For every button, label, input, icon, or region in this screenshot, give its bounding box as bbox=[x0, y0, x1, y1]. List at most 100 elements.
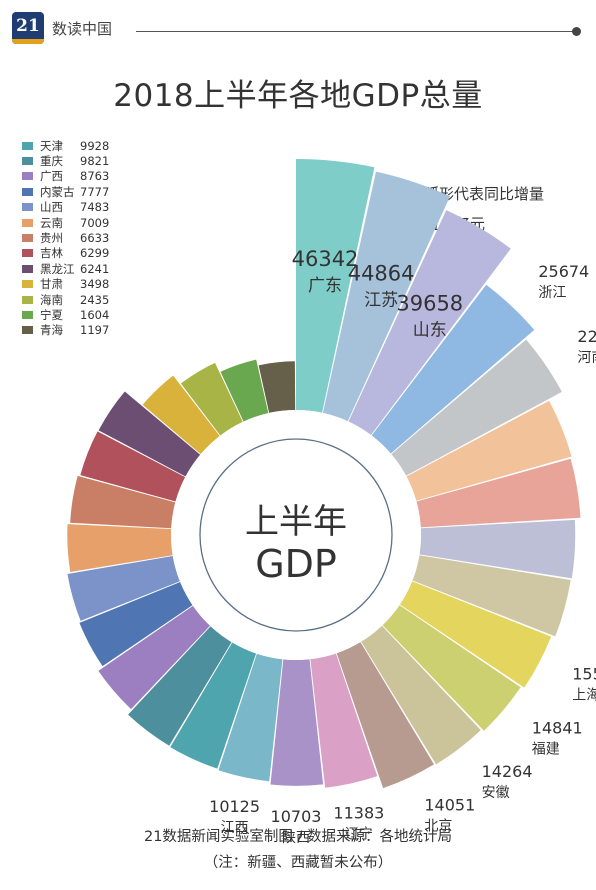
value-label: 14264 bbox=[482, 762, 533, 781]
legend-value: 6241 bbox=[80, 261, 110, 276]
bar-广东 bbox=[296, 159, 375, 413]
bar-云南 bbox=[67, 524, 173, 573]
value-label: 15558 bbox=[572, 664, 596, 683]
province-label: 辽宁 bbox=[345, 826, 373, 843]
bar-四川 bbox=[406, 400, 572, 501]
legend-item: 海南 2435 bbox=[22, 292, 120, 307]
logo: 21 bbox=[12, 12, 44, 44]
bar-青海 bbox=[258, 361, 296, 413]
legend-item: 天津 9928 bbox=[22, 138, 120, 153]
province-label: 广东 bbox=[308, 276, 342, 296]
province-label: 福建 bbox=[532, 741, 560, 757]
province-label: 浙江 bbox=[538, 285, 566, 301]
legend-name: 吉林 bbox=[40, 246, 63, 261]
legend-value: 1604 bbox=[80, 307, 110, 322]
inner-arc-circle bbox=[199, 438, 393, 632]
province-label: 江苏 bbox=[364, 290, 398, 310]
legend-swatch bbox=[22, 326, 33, 335]
legend-swatch bbox=[22, 141, 33, 150]
legend-name: 山西 bbox=[40, 200, 63, 215]
value-label: 22245 bbox=[577, 327, 596, 346]
bar-广西 bbox=[98, 605, 211, 710]
footer-source: 21数据新闻实验室制图 / 数据来源：各地统计局 bbox=[143, 829, 453, 845]
legend-item: 宁夏 1604 bbox=[22, 307, 120, 322]
bar-北京 bbox=[336, 642, 435, 789]
legend-item: 黑龙江 6241 bbox=[22, 261, 120, 276]
legend-swatch bbox=[22, 203, 33, 212]
bar-山东 bbox=[348, 210, 511, 435]
legend-swatch bbox=[22, 264, 33, 273]
legend-name: 天津 bbox=[40, 138, 63, 153]
center-hole bbox=[171, 410, 421, 660]
bar-湖南 bbox=[412, 555, 571, 637]
legend-value: 7483 bbox=[80, 200, 110, 215]
bar-内蒙古 bbox=[79, 582, 193, 667]
legend-value: 7009 bbox=[80, 215, 110, 230]
legend-item: 吉林 6299 bbox=[22, 246, 120, 261]
bar-山西 bbox=[67, 556, 180, 621]
legend-value: 9928 bbox=[80, 138, 110, 153]
legend-item: 广西 8763 bbox=[22, 169, 120, 184]
bar-天津 bbox=[170, 642, 257, 769]
legend-value: 2435 bbox=[80, 292, 110, 307]
bar-贵州 bbox=[70, 475, 176, 529]
legend-item: 贵州 6633 bbox=[22, 230, 120, 245]
bar-陕西 bbox=[270, 659, 324, 786]
province-label: 陕西 bbox=[282, 830, 310, 846]
legend-name: 内蒙古 bbox=[40, 184, 75, 199]
legend-name: 重庆 bbox=[40, 154, 63, 169]
header-rule bbox=[136, 31, 576, 32]
province-label: 山东 bbox=[413, 321, 447, 341]
legend-swatch bbox=[22, 234, 33, 243]
legend-value: 1197 bbox=[80, 323, 110, 338]
province-label: 河南 bbox=[577, 350, 596, 366]
legend-swatch bbox=[22, 249, 33, 258]
legend-swatch bbox=[22, 280, 33, 289]
footer-note: （注：新疆、西藏暂未公布） bbox=[203, 855, 393, 871]
legend-value: 7777 bbox=[80, 184, 110, 199]
legend-value: 6633 bbox=[80, 231, 110, 246]
legend-name: 黑龙江 bbox=[40, 261, 75, 276]
legend-value: 9821 bbox=[80, 154, 110, 169]
bar-江西 bbox=[218, 653, 283, 782]
bar-浙江 bbox=[371, 284, 535, 454]
province-label: 江西 bbox=[221, 820, 249, 836]
center-label: GDP bbox=[255, 542, 337, 586]
bar-河南 bbox=[391, 339, 562, 476]
bar-辽宁 bbox=[310, 653, 378, 788]
legend-value: 8763 bbox=[80, 169, 110, 184]
legend-swatch bbox=[22, 295, 33, 304]
bar-福建 bbox=[382, 605, 521, 731]
legend-name: 宁夏 bbox=[40, 308, 63, 322]
legend-item: 甘肃 3498 bbox=[22, 277, 120, 292]
value-label: 39658 bbox=[396, 292, 463, 316]
center-label: 上半年 bbox=[245, 502, 347, 542]
province-label: 北京 bbox=[424, 818, 452, 834]
bar-海南 bbox=[180, 362, 243, 436]
legend-value: 6299 bbox=[80, 246, 110, 261]
value-label: 10703 bbox=[271, 807, 322, 826]
legend-swatch bbox=[22, 310, 33, 319]
bar-吉林 bbox=[80, 431, 186, 502]
bar-湖北 bbox=[419, 519, 576, 579]
legend-item: 山西 7483 bbox=[22, 200, 120, 215]
header-rule-dot bbox=[572, 27, 581, 36]
legend-value: 3498 bbox=[80, 277, 110, 292]
bar-河北 bbox=[416, 458, 581, 528]
brand-name: 数读中国 bbox=[52, 20, 113, 38]
legend-name: 青海 bbox=[40, 323, 63, 338]
province-label: 安徽 bbox=[482, 785, 510, 801]
bar-安徽 bbox=[361, 625, 481, 765]
legend-swatch bbox=[22, 218, 33, 227]
value-label: 14841 bbox=[532, 718, 583, 737]
legend-swatch bbox=[22, 157, 33, 166]
legend-item: 青海 1197 bbox=[22, 323, 120, 338]
value-label: 10125 bbox=[209, 797, 260, 816]
value-label: 14051 bbox=[424, 795, 475, 814]
legend-name: 海南 bbox=[40, 292, 63, 307]
legend-name: 云南 bbox=[40, 215, 63, 230]
legend-item: 云南 7009 bbox=[22, 215, 120, 230]
province-label: 上海 bbox=[572, 687, 596, 703]
value-label: 46342 bbox=[292, 247, 359, 271]
